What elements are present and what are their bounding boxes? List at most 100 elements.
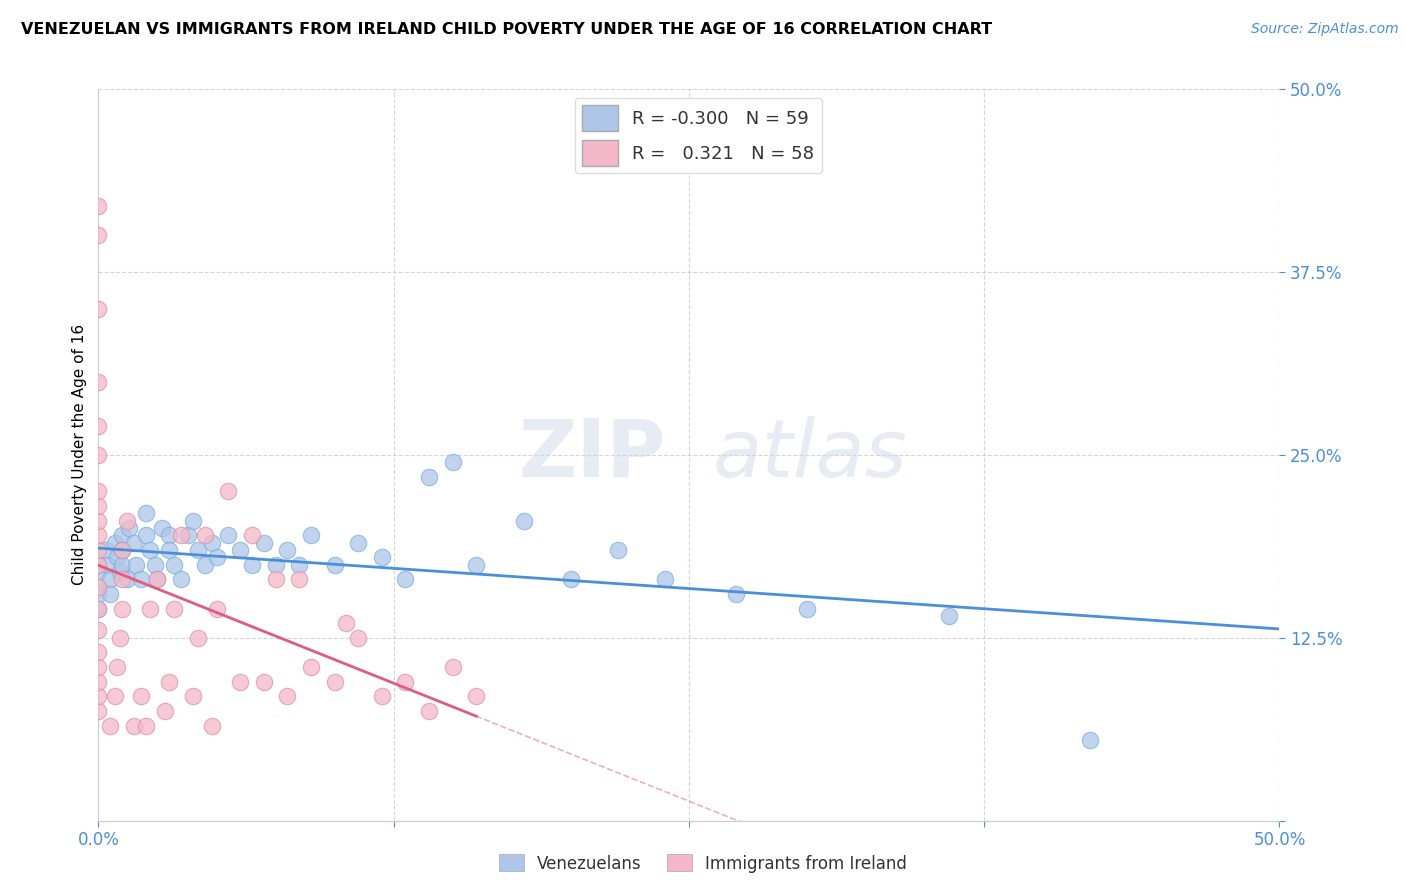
Point	[276, 543, 298, 558]
Point	[938, 608, 960, 623]
Point	[125, 558, 148, 572]
Point	[371, 690, 394, 704]
Point	[512, 514, 534, 528]
Text: Source: ZipAtlas.com: Source: ZipAtlas.com	[1251, 22, 1399, 37]
Point	[97, 558, 120, 572]
Point	[150, 521, 173, 535]
Point	[371, 550, 394, 565]
Point	[157, 543, 180, 558]
Point	[725, 587, 748, 601]
Point	[146, 572, 169, 586]
Point	[108, 631, 131, 645]
Point	[153, 704, 176, 718]
Point	[87, 228, 110, 243]
Point	[108, 565, 131, 579]
Point	[87, 674, 110, 689]
Point	[607, 543, 630, 558]
Point	[441, 455, 464, 469]
Point	[87, 375, 110, 389]
Text: VENEZUELAN VS IMMIGRANTS FROM IRELAND CHILD POVERTY UNDER THE AGE OF 16 CORRELAT: VENEZUELAN VS IMMIGRANTS FROM IRELAND CH…	[21, 22, 993, 37]
Point	[394, 572, 416, 586]
Point	[157, 674, 180, 689]
Point	[276, 690, 298, 704]
Point	[87, 690, 110, 704]
Point	[129, 572, 152, 586]
Point	[394, 674, 416, 689]
Text: ZIP: ZIP	[517, 416, 665, 494]
Point	[229, 674, 252, 689]
Point	[201, 718, 224, 732]
Point	[111, 558, 134, 572]
Point	[177, 528, 200, 542]
Point	[418, 470, 440, 484]
Point	[264, 558, 287, 572]
Point	[240, 558, 263, 572]
Point	[205, 550, 228, 565]
Point	[288, 558, 311, 572]
Point	[87, 580, 110, 594]
Point	[323, 674, 346, 689]
Point	[194, 558, 217, 572]
Point	[347, 535, 370, 549]
Point	[347, 631, 370, 645]
Point	[264, 572, 287, 586]
Point	[217, 528, 239, 542]
Point	[217, 484, 239, 499]
Point	[87, 624, 110, 638]
Y-axis label: Child Poverty Under the Age of 16: Child Poverty Under the Age of 16	[72, 325, 87, 585]
Point	[94, 543, 117, 558]
Point	[135, 718, 157, 732]
Point	[98, 718, 121, 732]
Point	[115, 572, 138, 586]
Point	[299, 660, 322, 674]
Point	[87, 704, 110, 718]
Point	[654, 572, 676, 586]
Point	[87, 601, 110, 615]
Point	[143, 558, 166, 572]
Point	[465, 690, 488, 704]
Point	[157, 528, 180, 542]
Point	[205, 601, 228, 615]
Point	[105, 550, 128, 565]
Point	[465, 558, 488, 572]
Point	[87, 558, 110, 572]
Point	[335, 616, 357, 631]
Point	[240, 528, 263, 542]
Point	[87, 580, 110, 594]
Point	[87, 660, 110, 674]
Point	[418, 704, 440, 718]
Point	[118, 521, 141, 535]
Point	[122, 718, 145, 732]
Point	[87, 499, 110, 513]
Point	[253, 674, 276, 689]
Point	[87, 199, 110, 213]
Point	[87, 514, 110, 528]
Point	[229, 543, 252, 558]
Point	[1080, 733, 1102, 747]
Point	[105, 660, 128, 674]
Point	[122, 535, 145, 549]
Point	[87, 601, 110, 615]
Point	[87, 484, 110, 499]
Point	[135, 507, 157, 521]
Point	[163, 558, 186, 572]
Legend: R = -0.300   N = 59, R =   0.321   N = 58: R = -0.300 N = 59, R = 0.321 N = 58	[575, 98, 821, 173]
Point	[115, 514, 138, 528]
Point	[187, 543, 209, 558]
Point	[181, 514, 204, 528]
Point	[87, 565, 110, 579]
Point	[187, 631, 209, 645]
Point	[194, 528, 217, 542]
Point	[288, 572, 311, 586]
Point	[796, 601, 818, 615]
Point	[98, 587, 121, 601]
Point	[87, 543, 110, 558]
Point	[87, 528, 110, 542]
Text: atlas: atlas	[713, 416, 907, 494]
Point	[201, 535, 224, 549]
Point	[560, 572, 582, 586]
Point	[299, 528, 322, 542]
Point	[163, 601, 186, 615]
Point	[253, 535, 276, 549]
Point	[87, 418, 110, 433]
